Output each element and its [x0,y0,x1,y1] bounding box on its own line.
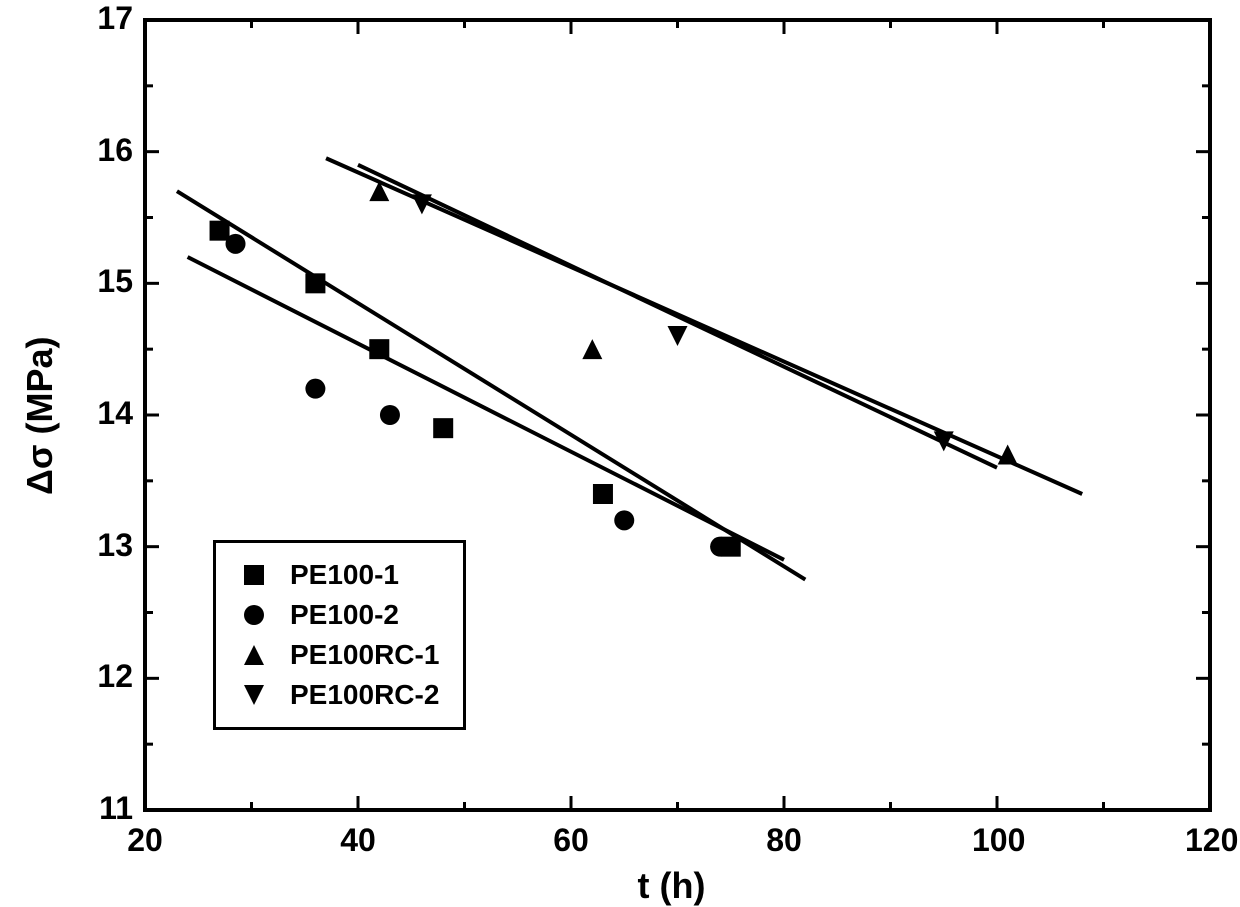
y-tick: 16 [83,132,133,169]
x-tick: 60 [546,822,596,859]
y-axis-label: Δσ (MPa) [19,336,61,495]
fit-line-PE100-2 [188,257,784,560]
legend: PE100-1 PE100-2 PE100RC-1 PE100RC-2 [213,540,466,730]
x-tick: 20 [120,822,170,859]
data-point [998,445,1018,465]
data-point [433,418,453,438]
legend-label: PE100-2 [290,599,399,631]
data-point [710,537,730,557]
data-point [380,405,400,425]
legend-item: PE100RC-1 [222,635,457,675]
data-point [668,326,688,346]
x-tick: 120 [1185,822,1235,859]
data-point [210,221,230,241]
legend-label: PE100RC-2 [290,679,439,711]
data-point [593,484,613,504]
y-tick: 14 [83,395,133,432]
x-tick: 40 [333,822,383,859]
legend-item: PE100-2 [222,595,457,635]
fit-line-PE100RC-2 [358,165,997,468]
circle-icon [240,602,268,628]
square-icon [240,562,268,588]
legend-label: PE100RC-1 [290,639,439,671]
legend-label: PE100-1 [290,559,399,591]
data-point [226,234,246,254]
data-point [305,379,325,399]
legend-item: PE100RC-2 [222,675,457,715]
x-tick: 100 [972,822,1022,859]
data-point [614,510,634,530]
data-point [305,273,325,293]
y-tick: 13 [83,527,133,564]
y-tick: 15 [83,263,133,300]
data-point [582,339,602,359]
y-tick: 12 [83,658,133,695]
x-axis-label: t (h) [638,865,706,907]
legend-item: PE100-1 [222,555,457,595]
triangle-down-icon [240,682,268,708]
y-tick: 17 [83,0,133,37]
x-tick: 80 [759,822,809,859]
data-point [934,431,954,451]
y-tick: 11 [83,790,133,827]
triangle-up-icon [240,642,268,668]
fit-line-PE100RC-1 [326,158,1082,494]
data-point [369,339,389,359]
